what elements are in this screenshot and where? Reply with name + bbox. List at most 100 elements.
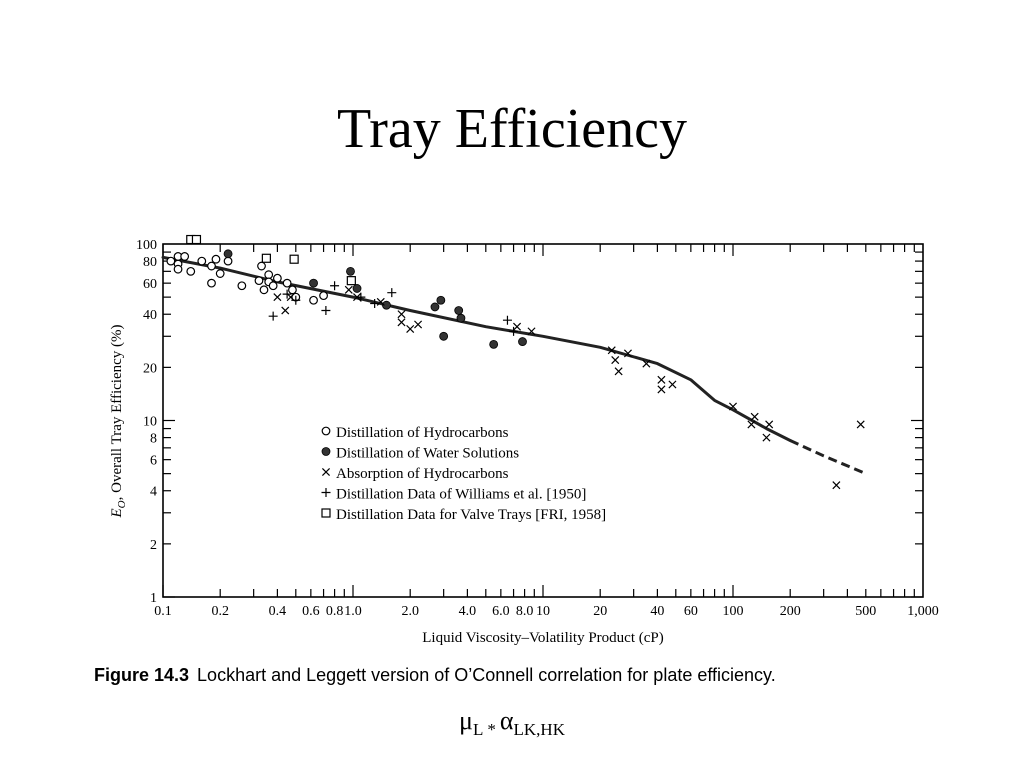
- data-point-filled-circle: [346, 266, 355, 276]
- data-point-filled-circle: [309, 278, 318, 288]
- x-tick-label: 0.2: [211, 604, 229, 619]
- x-tick-label: 6.0: [492, 604, 510, 619]
- legend-label: Distillation Data for Valve Trays [FRI, …: [336, 507, 606, 523]
- formula-mu-alpha: μL * αLK,HK: [0, 706, 1024, 740]
- data-point-open-square: [289, 254, 299, 264]
- data-point-x: [376, 297, 385, 306]
- data-point-x: [414, 320, 423, 329]
- data-point-x: [747, 420, 756, 429]
- data-point-filled-circle: [489, 339, 499, 349]
- data-point-open-square: [191, 234, 202, 245]
- legend-label: Distillation Data of Williams et al. [19…: [336, 487, 586, 503]
- data-point-open-circle: [223, 256, 233, 266]
- data-point-x: [668, 380, 677, 389]
- data-point-filled-circle: [223, 249, 233, 259]
- data-point-filled-circle: [430, 302, 440, 312]
- y-tick-label: 10: [143, 415, 157, 430]
- data-point-x: [344, 285, 353, 294]
- data-point-x: [832, 481, 841, 490]
- data-point-x: [765, 420, 774, 429]
- data-point-open-circle: [207, 261, 216, 271]
- data-point-open-circle: [211, 254, 221, 264]
- y-axis-label: EO, Overall Tray Efficiency (%): [109, 324, 128, 518]
- data-point-x: [607, 346, 616, 355]
- data-point-plus: [282, 289, 292, 299]
- data-point-open-circle: [197, 256, 207, 266]
- x-tick-label: 100: [723, 604, 744, 619]
- x-tick-label: 1,000: [907, 604, 939, 619]
- legend-marker-x: [321, 467, 331, 477]
- data-point-open-circle: [180, 252, 190, 261]
- data-point-plus: [502, 315, 512, 325]
- data-point-x: [614, 367, 623, 376]
- data-point-filled-circle: [456, 313, 466, 323]
- slide-title: Tray Efficiency: [337, 98, 687, 160]
- data-point-open-square: [346, 276, 356, 286]
- data-point-plus: [387, 288, 397, 298]
- data-point-x: [281, 306, 290, 315]
- data-point-x: [527, 327, 536, 336]
- data-point-x: [728, 402, 738, 411]
- data-point-x: [397, 318, 406, 327]
- data-point-plus: [321, 305, 331, 315]
- formula-alpha: α: [499, 706, 514, 735]
- x-tick-label: 20: [593, 604, 607, 619]
- correlation-figure: 0.1 0.2 0.4 0.6 0.8 1.0 2.0 4.0 6.0 8.0 10 20 40 60 10…: [94, 234, 939, 685]
- legend: Distillation of Hydrocarbons Distillation…: [321, 425, 606, 523]
- x-tick-label: 0.8: [326, 604, 344, 619]
- y-tick-label: 8: [150, 432, 157, 447]
- y-tick-label: 100: [136, 238, 157, 253]
- data-point-x: [642, 359, 651, 368]
- legend-marker-filled-circle: [321, 447, 331, 456]
- data-point-open-circle: [186, 266, 196, 276]
- data-point-x: [611, 356, 620, 365]
- y-tick-label: 4: [150, 485, 157, 500]
- data-point-filled-circle: [352, 284, 362, 293]
- x-tick-label: 8.0: [516, 604, 534, 619]
- data-point-filled-circle: [439, 331, 449, 341]
- data-point-open-circle: [272, 273, 282, 283]
- data-point-x: [513, 322, 522, 331]
- data-point-plus: [356, 292, 366, 302]
- x-tick-label: 4.0: [459, 604, 477, 619]
- data-point-filled-circle: [518, 337, 527, 346]
- data-point-x: [397, 310, 406, 319]
- data-point-open-circle: [173, 264, 183, 274]
- data-point-plus: [330, 281, 340, 291]
- data-point-open-circle: [166, 256, 176, 266]
- y-tick-label: 2: [150, 538, 157, 553]
- x-tick-label: 0.4: [269, 604, 287, 619]
- legend-label: Distillation of Hydrocarbons: [336, 425, 509, 441]
- legend-label: Distillation of Water Solutions: [336, 446, 519, 462]
- data-point-plus: [370, 299, 380, 309]
- data-point-open-circle: [309, 295, 318, 305]
- data-point-open-circle: [215, 269, 225, 278]
- data-point-x: [750, 412, 759, 421]
- data-point-open-circle: [254, 276, 264, 286]
- y-tick-label: 20: [143, 361, 157, 376]
- legend-label: Absorption of Hydrocarbons: [336, 466, 509, 482]
- x-tick-label: 2.0: [401, 604, 419, 619]
- data-point-x: [406, 324, 415, 334]
- x-tick-label: 10: [536, 604, 550, 619]
- data-point-open-circle: [257, 261, 266, 271]
- data-point-x: [762, 433, 771, 442]
- legend-marker-open-square: [321, 508, 331, 518]
- correlation-curve-dashed: [789, 439, 867, 475]
- y-tick-label: 1: [150, 591, 157, 606]
- formula-mu-sub: L: [472, 720, 484, 740]
- data-point-x: [623, 349, 632, 358]
- x-tick-label: 500: [855, 604, 876, 619]
- data-point-open-circle: [259, 285, 269, 295]
- data-point-filled-circle: [454, 306, 464, 315]
- data-point-open-circle: [288, 285, 297, 295]
- formula-mu: μ: [459, 706, 473, 735]
- legend-marker-open-circle: [321, 426, 331, 436]
- y-tick-label: 80: [143, 255, 157, 270]
- data-point-x: [657, 375, 666, 384]
- data-point-plus: [509, 326, 519, 336]
- legend-marker-plus: [321, 488, 331, 497]
- y-tick-label: 60: [143, 277, 157, 292]
- data-point-x: [273, 293, 282, 302]
- figure-caption: Figure 14.3 Lockhart and Leggett version …: [94, 665, 776, 685]
